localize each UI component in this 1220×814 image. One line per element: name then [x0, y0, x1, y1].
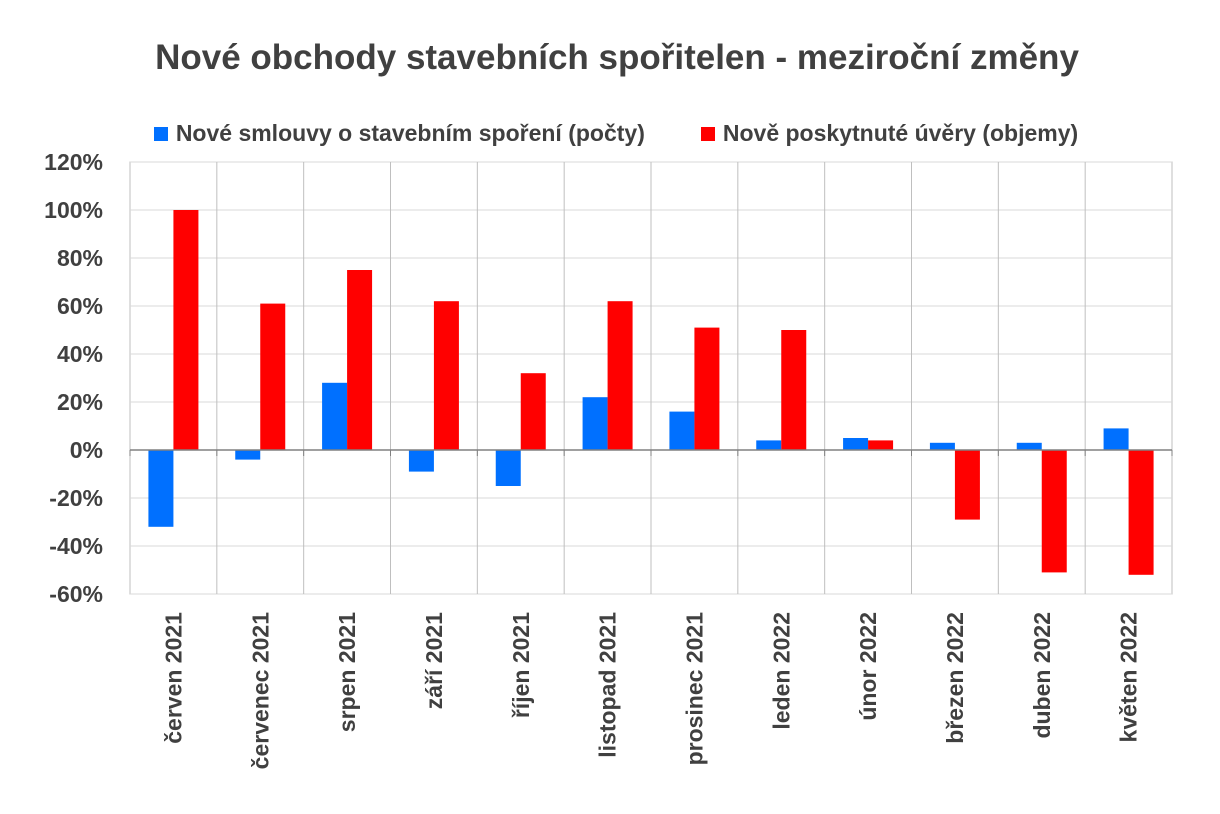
legend-item-loans: Nově poskytnuté úvěry (objemy)	[689, 120, 1078, 147]
x-category-label: květen 2022	[1116, 612, 1142, 742]
y-tick-label: 120%	[44, 149, 103, 175]
y-tick-label: -20%	[49, 485, 103, 511]
x-category-label: listopad 2021	[595, 612, 621, 758]
chart-legend: Nové smlouvy o stavebním spoření (počty)…	[0, 120, 1220, 147]
bar-contracts	[495, 450, 521, 486]
bar-contracts	[669, 411, 695, 450]
x-category-label: leden 2022	[768, 612, 794, 730]
y-tick-label: 20%	[57, 389, 103, 415]
x-category-label: březen 2022	[942, 612, 968, 744]
bar-loans	[520, 373, 546, 450]
bar-loans	[1041, 450, 1067, 573]
legend-item-contracts: Nové smlouvy o stavebním spoření (počty)	[142, 120, 645, 147]
y-tick-label: 60%	[57, 293, 103, 319]
bar-contracts	[322, 382, 348, 450]
x-category-label: červenec 2021	[247, 612, 273, 770]
bar-loans	[1128, 450, 1154, 575]
bar-contracts	[582, 397, 608, 450]
bar-contracts	[1016, 442, 1042, 450]
y-tick-label: 80%	[57, 245, 103, 271]
x-category-label: září 2021	[421, 612, 447, 709]
bar-loans	[260, 303, 286, 450]
bar-loans	[694, 327, 720, 450]
x-category-label: srpen 2021	[334, 612, 360, 732]
bar-loans	[173, 210, 199, 450]
bar-contracts	[235, 450, 261, 460]
legend-label-loans: Nově poskytnuté úvěry (objemy)	[722, 120, 1079, 146]
y-tick-label: 100%	[44, 197, 103, 223]
legend-swatch-contracts	[153, 126, 168, 141]
bar-loans	[433, 301, 459, 450]
legend-swatch-loans	[700, 126, 715, 141]
y-tick-label: 40%	[57, 341, 103, 367]
x-category-label: červen 2021	[160, 612, 186, 744]
bar-loans	[781, 330, 807, 450]
y-tick-label: -60%	[49, 581, 103, 607]
legend-label-contracts: Nové smlouvy o stavebním spoření (počty)	[175, 120, 645, 146]
x-category-label: duben 2022	[1029, 612, 1055, 739]
bar-contracts	[1103, 428, 1129, 450]
bar-contracts	[148, 450, 174, 527]
y-tick-label: -40%	[49, 533, 103, 559]
bar-loans	[868, 440, 894, 450]
x-category-label: říjen 2021	[508, 612, 534, 718]
bar-loans	[954, 450, 980, 520]
bar-contracts	[408, 450, 434, 472]
x-category-label: únor 2022	[855, 612, 881, 721]
bar-contracts	[929, 442, 955, 450]
chart-title: Nové obchody stavebních spořitelen - mez…	[155, 38, 1079, 77]
y-tick-label: 0%	[70, 437, 103, 463]
bar-contracts	[843, 438, 869, 450]
x-category-label: prosinec 2021	[681, 612, 707, 766]
bar-loans	[347, 270, 373, 450]
bar-loans	[607, 301, 633, 450]
bar-contracts	[756, 440, 782, 450]
